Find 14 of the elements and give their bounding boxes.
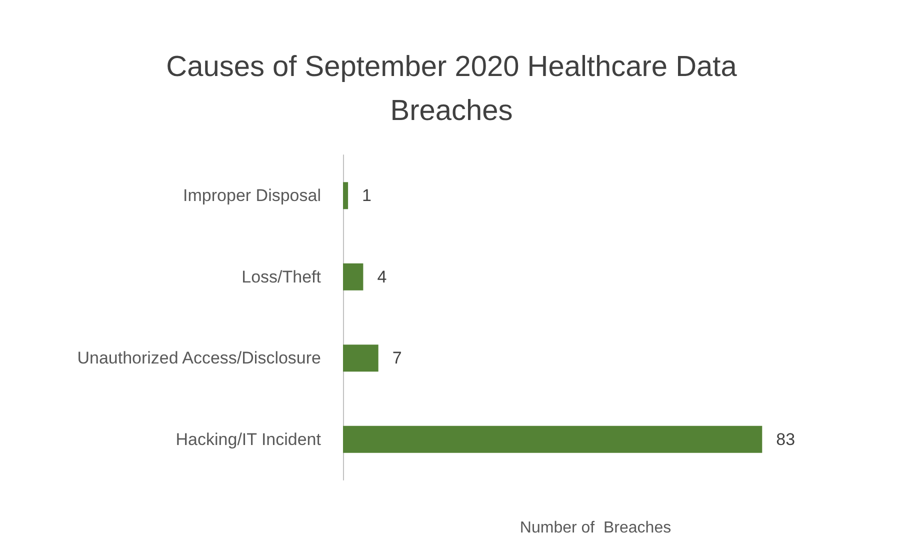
y-tick-label: Hacking/IT Incident [176, 430, 322, 449]
y-tick-label: Loss/Theft [242, 267, 322, 286]
chart-title: Causes of September 2020 Healthcare Data Breaches [166, 51, 738, 127]
bar [343, 263, 364, 290]
x-axis-title: Number of Breaches [520, 520, 672, 536]
bar [343, 182, 348, 210]
data-label: 7 [392, 348, 402, 368]
y-tick-label: Unauthorized Access/Disclosure [77, 348, 321, 368]
data-label: 1 [362, 186, 372, 206]
data-label: 83 [776, 430, 796, 449]
bar [343, 344, 378, 372]
bar [343, 426, 762, 453]
data-label: 4 [377, 267, 387, 286]
y-tick-label: Improper Disposal [183, 186, 321, 206]
